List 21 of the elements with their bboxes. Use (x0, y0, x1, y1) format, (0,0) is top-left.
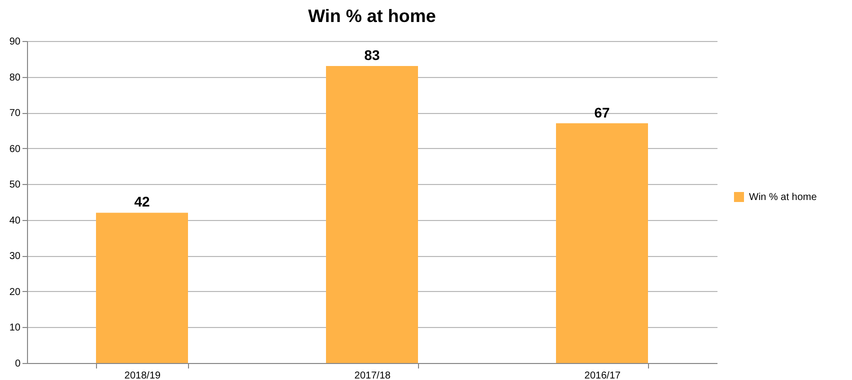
data-label: 42 (134, 194, 150, 210)
x-tick-label: 2017/18 (354, 370, 392, 380)
y-tick-label: 80 (9, 72, 21, 84)
bar (556, 123, 648, 363)
data-label: 67 (594, 104, 610, 120)
y-tick-label: 10 (9, 322, 21, 334)
y-tick-label: 90 (9, 36, 21, 48)
y-tick-label: 70 (9, 108, 21, 120)
legend-label: Win % at home (749, 192, 818, 203)
y-tick-label: 40 (9, 215, 21, 226)
bar (96, 212, 188, 363)
x-tick-label: 2018/19 (124, 370, 162, 380)
data-label: 83 (364, 47, 380, 64)
y-tick-label: 50 (9, 180, 21, 191)
y-tick-label: 20 (9, 286, 21, 298)
bar (326, 66, 418, 363)
y-tick-label: 0 (14, 358, 21, 370)
y-tick-label: 60 (9, 144, 21, 155)
x-tick-label: 2016/17 (584, 370, 622, 380)
y-tick-label: 30 (9, 251, 21, 262)
chart-title: Win % at home (308, 6, 436, 26)
